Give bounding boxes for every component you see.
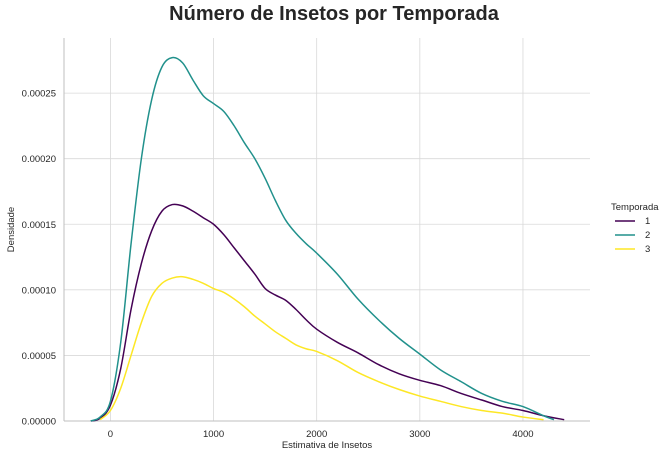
- series-line-3: [99, 275, 544, 421]
- x-tick-label: 2000: [306, 429, 327, 440]
- x-tick-labels: 0 1000 2000 3000 4000: [108, 429, 534, 440]
- legend: Temporada 1 2 3: [611, 202, 659, 255]
- legend-label-1: 1: [645, 216, 650, 227]
- x-tick-label: 1000: [203, 429, 224, 440]
- chart-title: Número de Insetos por Temporada: [169, 3, 499, 25]
- y-tick-label: 0.00015: [22, 220, 56, 231]
- legend-title: Temporada: [611, 202, 659, 213]
- y-tick-label: 0.00025: [22, 89, 56, 100]
- y-tick-labels: 0.00000 0.00005 0.00010 0.00015 0.00020 0.000…: [22, 89, 56, 428]
- legend-label-3: 3: [645, 244, 650, 255]
- x-axis-label: Estimativa de Insetos: [282, 440, 373, 451]
- y-tick-label: 0.00005: [22, 351, 56, 362]
- legend-label-2: 2: [645, 230, 650, 241]
- axes: [63, 38, 590, 422]
- x-tick-label: 4000: [512, 429, 533, 440]
- series-line-1: [90, 203, 565, 422]
- y-tick-label: 0.00020: [22, 154, 56, 165]
- series-line-2: [90, 56, 555, 422]
- series-lines: [90, 56, 565, 422]
- y-tick-label: 0.00000: [22, 417, 56, 428]
- grid: [64, 38, 590, 422]
- y-tick-label: 0.00010: [22, 285, 56, 296]
- x-tick-label: 3000: [409, 429, 430, 440]
- y-axis-label: Densidade: [6, 207, 17, 252]
- x-tick-label: 0: [108, 429, 113, 440]
